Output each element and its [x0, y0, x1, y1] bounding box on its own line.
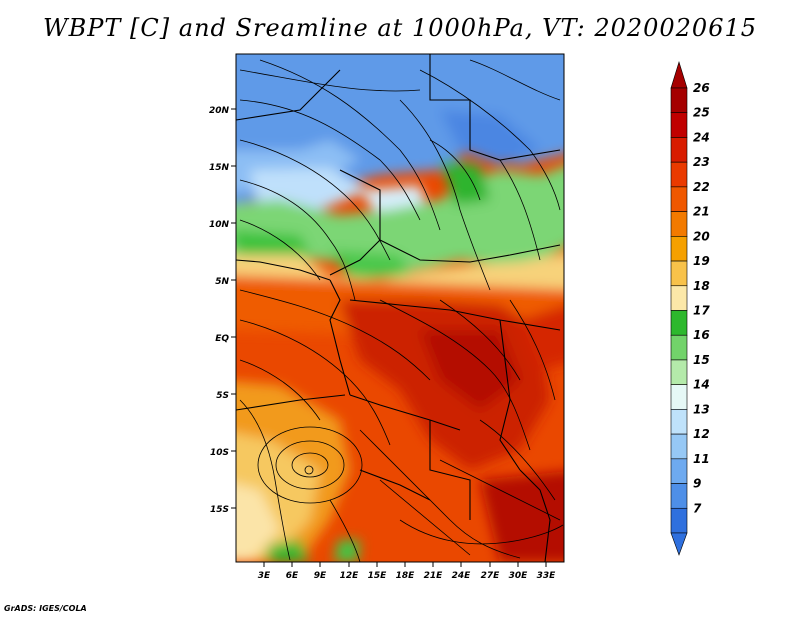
colorbar-swatch [670, 359, 688, 385]
colorbar-label: 7 [693, 501, 702, 515]
colorbar-swatch [670, 161, 688, 188]
country-borders [236, 54, 561, 562]
chart-title: WBPT [C] and Sreamline at 1000hPa, VT: 2… [42, 14, 758, 42]
lon-tick-label: 30E [509, 571, 529, 581]
colorbar-label: 14 [693, 378, 710, 392]
colorbar-label: 11 [693, 452, 710, 466]
colorbar-swatch [670, 483, 688, 509]
colorbar-swatch [670, 285, 688, 311]
colorbar-swatch [670, 211, 688, 237]
colorbar: 26 25 24 23 22 21 20 19 18 17 16 15 14 13 12 11 9 7 [670, 60, 710, 556]
map-border [235, 53, 565, 563]
credit-text: GrADS: IGES/COLA [4, 604, 87, 613]
temperature-field [236, 54, 564, 562]
lat-tick-label: 15N [209, 163, 230, 173]
colorbar-label: 17 [693, 304, 710, 318]
colorbar-label: 24 [693, 130, 710, 144]
lon-tick-label: 9E [314, 571, 327, 581]
colorbar-swatch [670, 458, 688, 484]
colorbar-label: 21 [693, 205, 710, 219]
lon-tick-label: 12E [340, 571, 360, 581]
colorbar-swatch [670, 334, 688, 361]
colorbar-max-arrow [670, 60, 688, 89]
colorbar-label: 26 [693, 81, 710, 95]
colorbar-min-arrow [670, 532, 688, 556]
colorbar-swatch [670, 87, 688, 114]
lat-tick-label: 10N [209, 220, 230, 230]
colorbar-label: 16 [693, 328, 710, 342]
lat-tick-label: EQ [215, 334, 229, 344]
lon-tick-label: 3E [258, 571, 271, 581]
colorbar-label: 15 [693, 353, 710, 367]
lon-tick-label: 21E [424, 571, 444, 581]
lon-tick-label: 33E [537, 571, 557, 581]
lat-tick-label: 5S [216, 391, 229, 401]
colorbar-label: 18 [693, 279, 710, 293]
lon-tick-label: 27E [481, 571, 501, 581]
latitude-axis: 20N 15N 10N 5N EQ 5S 10S 15S [209, 106, 236, 515]
lon-tick-label: 24E [452, 571, 472, 581]
lat-tick-label: 10S [210, 448, 229, 458]
colorbar-label: 22 [693, 180, 710, 194]
lat-tick-label: 5N [215, 277, 229, 287]
colorbar-label: 12 [693, 427, 710, 441]
colorbar-swatch [670, 433, 688, 460]
colorbar-swatch [670, 409, 688, 435]
colorbar-label: 23 [693, 155, 710, 169]
colorbar-label: 25 [693, 106, 710, 120]
colorbar-swatch [670, 310, 688, 336]
colorbar-swatch [670, 384, 688, 410]
streamlines [239, 59, 564, 562]
colorbar-label: 20 [693, 229, 710, 243]
colorbar-swatch [670, 186, 688, 212]
lon-tick-label: 6E [286, 571, 299, 581]
colorbar-swatch [670, 507, 688, 534]
lon-tick-label: 18E [396, 571, 416, 581]
lat-tick-label: 15S [210, 505, 229, 515]
colorbar-label: 9 [693, 477, 701, 491]
colorbar-label: 19 [693, 254, 710, 268]
lat-tick-label: 20N [209, 106, 230, 116]
colorbar-swatch [670, 137, 688, 163]
lon-tick-label: 15E [368, 571, 388, 581]
colorbar-swatch [670, 236, 688, 262]
colorbar-swatch [670, 112, 688, 138]
longitude-axis: 3E 6E 9E 12E 15E 18E 21E 24E 27E 30E 33E [258, 562, 556, 581]
colorbar-swatch [670, 260, 688, 287]
colorbar-label: 13 [693, 402, 710, 416]
